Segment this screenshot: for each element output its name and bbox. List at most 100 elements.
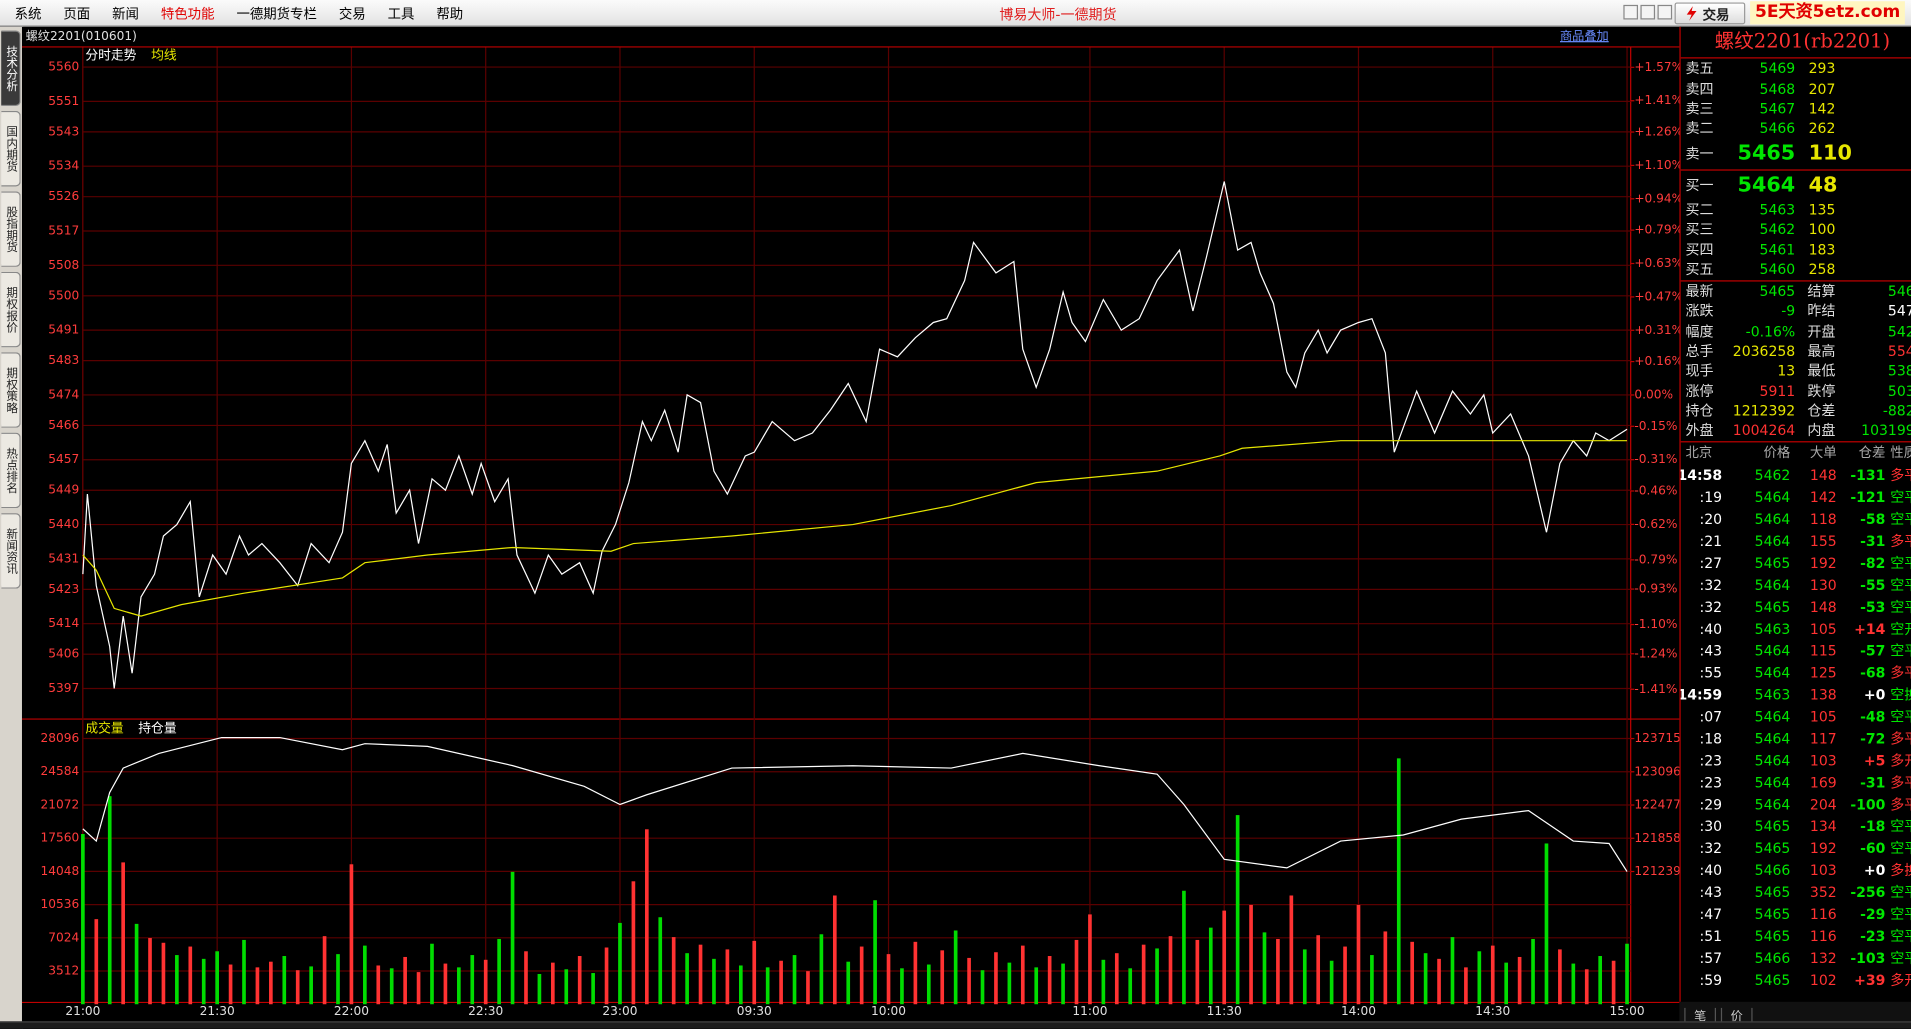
y-tick-label: 5466 (48, 418, 79, 432)
volume-bar (443, 963, 448, 1005)
volume-bar (1437, 958, 1441, 1005)
volume-bar (1531, 938, 1535, 1005)
book-cell: 卖三 (1685, 99, 1714, 117)
stat-label: 涨停 (1685, 382, 1714, 400)
minimize-button[interactable] (1623, 4, 1638, 20)
tick-volume: 118 (1809, 510, 1837, 528)
x-tick-label: 09:30 (737, 1004, 772, 1018)
side-tab[interactable]: 热点排名 (1, 432, 21, 509)
book-cell: 207 (1808, 80, 1836, 98)
tick-volume: 192 (1809, 839, 1837, 857)
tick-time: :32 (1699, 598, 1723, 616)
side-tab[interactable]: 期权报价 (1, 271, 21, 348)
side-tab[interactable]: 技术分析 (1, 30, 21, 107)
tick-type: 多平 (1890, 773, 1911, 791)
y2-tick-label: +1.41% (1634, 93, 1679, 107)
tick-time: :55 (1699, 664, 1723, 682)
tick-volume: 115 (1809, 642, 1837, 660)
maximize-button[interactable] (1640, 4, 1656, 20)
menu-item[interactable]: 工具 (387, 5, 415, 22)
volume-bar (510, 871, 515, 1005)
y2-tick-label: -1.10% (1634, 617, 1677, 631)
divider (1680, 169, 1911, 171)
book-cell: 110 (1808, 141, 1852, 166)
tick-change: +0 (1863, 686, 1886, 704)
tick-price: 5464 (1754, 576, 1791, 594)
stat-value: 2036258 (1732, 342, 1796, 360)
tick-time: :23 (1699, 751, 1723, 770)
tick-volume: 117 (1809, 730, 1837, 748)
y2-tick-label: +0.31% (1634, 323, 1679, 337)
menu-item[interactable]: 系统 (14, 5, 42, 22)
tick-change: -72 (1860, 730, 1886, 748)
volume-bar (1504, 962, 1509, 1005)
tick-row: :23 5464 103 +5多开 (1681, 750, 1911, 772)
volume-bar (873, 900, 877, 1005)
volume-bar (349, 864, 354, 1005)
y-tick-label: 5534 (48, 159, 79, 173)
tick-row: :47 5465 116 -29空平 (1681, 903, 1911, 925)
volume-bar (81, 834, 85, 1005)
stat-row: 外盘 1004264 内盘 103199 (1681, 421, 1911, 441)
menu-item[interactable]: 一德期货专栏 (236, 5, 317, 22)
stat-label: 最低 (1807, 362, 1836, 380)
tick-volume: 102 (1809, 971, 1837, 989)
y-tick-label: 5414 (48, 616, 79, 630)
trade-icon (1686, 6, 1697, 21)
volume-bar (671, 937, 676, 1005)
tick-price: 5466 (1754, 861, 1791, 879)
side-tab[interactable]: 期权策略 (1, 352, 21, 428)
header-cell: 性质 (1890, 444, 1911, 461)
tick-time: :43 (1699, 883, 1723, 901)
quote-title: 螺纹2201(rb2201) (1714, 29, 1891, 53)
volume-bar (322, 936, 327, 1005)
y-tick-label: 5500 (48, 288, 79, 302)
volume-bar (1316, 935, 1321, 1005)
book-cell: 5466 (1759, 119, 1796, 137)
stat-label: 幅度 (1685, 322, 1714, 340)
stat-row: 现手 13 最低 538 (1681, 361, 1911, 381)
y-tick-label: 5517 (48, 223, 79, 237)
tick-row: :43 5464 115 -57空平 (1681, 640, 1911, 662)
menu-item[interactable]: 帮助 (436, 5, 464, 22)
menu-item[interactable]: 交易 (338, 5, 366, 22)
tick-type: 多平 (1890, 730, 1911, 748)
side-tab[interactable]: 国内期货 (1, 110, 21, 187)
volume-bar (403, 956, 407, 1005)
side-tab[interactable]: 新闻资讯 (1, 513, 21, 589)
volume-bar (295, 970, 300, 1005)
legend-label: 持仓量 (138, 721, 177, 736)
y-tick-label: 5406 (48, 647, 79, 661)
y-tick-label: 7024 (48, 930, 79, 944)
tick-change: -82 (1860, 554, 1886, 572)
tick-time: :30 (1699, 817, 1723, 835)
volume-bar (1141, 944, 1146, 1005)
y-tick-label: 10536 (40, 897, 79, 911)
volume-bar (738, 965, 743, 1005)
y2-tick-label: 1218583 (1634, 831, 1679, 845)
y-tick-label: 21072 (40, 797, 79, 811)
divider (1680, 441, 1911, 443)
overlay-link[interactable]: 商品叠加 (1560, 28, 1609, 43)
series-line (82, 181, 1628, 689)
menu-item[interactable]: 新闻 (112, 5, 139, 22)
menu-item[interactable]: 页面 (63, 5, 91, 22)
book-cell: 5467 (1759, 99, 1796, 117)
menu-item[interactable]: 特色功能 (160, 5, 215, 22)
tick-price: 5464 (1754, 510, 1791, 528)
volume-bar (940, 950, 945, 1005)
volume-bar (1195, 939, 1200, 1005)
volume-bar (1262, 932, 1267, 1005)
trade-button[interactable]: 交易 (1674, 2, 1746, 25)
tick-type: 多开 (1890, 751, 1911, 770)
header-cell: 仓差 (1858, 444, 1886, 461)
side-tab[interactable]: 股指期货 (1, 191, 21, 267)
tick-change: -55 (1860, 576, 1886, 594)
tick-price: 5464 (1754, 642, 1791, 660)
book-cell: 买四 (1685, 241, 1714, 259)
volume-bar (1517, 956, 1522, 1005)
y-tick-label: 5551 (48, 94, 79, 108)
close-button[interactable] (1657, 4, 1673, 20)
tick-volume: 134 (1809, 817, 1837, 835)
stat-label: 昨结 (1807, 302, 1836, 320)
